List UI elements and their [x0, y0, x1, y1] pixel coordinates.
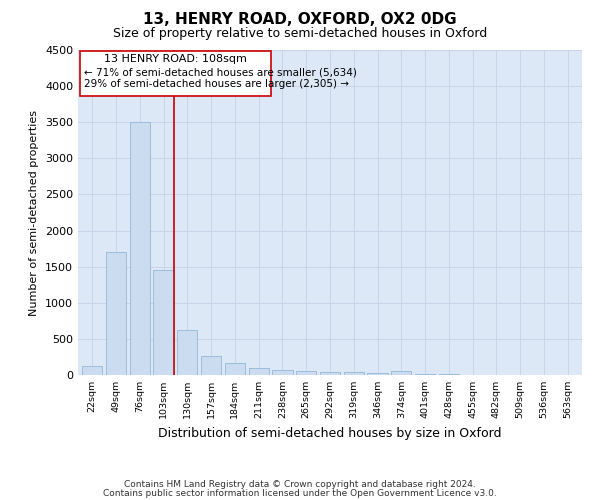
Bar — [106, 252, 126, 375]
Bar — [296, 371, 316, 375]
Text: 29% of semi-detached houses are larger (2,305) →: 29% of semi-detached houses are larger (… — [84, 79, 349, 89]
Bar — [248, 368, 269, 375]
Bar — [201, 356, 221, 375]
Bar — [154, 270, 173, 375]
Bar — [415, 374, 435, 375]
Text: 13, HENRY ROAD, OXFORD, OX2 0DG: 13, HENRY ROAD, OXFORD, OX2 0DG — [143, 12, 457, 28]
Bar — [439, 374, 459, 375]
Bar — [177, 330, 197, 375]
FancyBboxPatch shape — [80, 50, 271, 96]
Text: 13 HENRY ROAD: 108sqm: 13 HENRY ROAD: 108sqm — [104, 54, 247, 64]
X-axis label: Distribution of semi-detached houses by size in Oxford: Distribution of semi-detached houses by … — [158, 426, 502, 440]
Bar — [272, 370, 293, 375]
Text: Contains HM Land Registry data © Crown copyright and database right 2024.: Contains HM Land Registry data © Crown c… — [124, 480, 476, 489]
Bar — [320, 372, 340, 375]
Text: ← 71% of semi-detached houses are smaller (5,634): ← 71% of semi-detached houses are smalle… — [84, 68, 357, 78]
Bar — [130, 122, 150, 375]
Text: Size of property relative to semi-detached houses in Oxford: Size of property relative to semi-detach… — [113, 28, 487, 40]
Bar — [391, 372, 412, 375]
Text: Contains public sector information licensed under the Open Government Licence v3: Contains public sector information licen… — [103, 488, 497, 498]
Bar — [344, 372, 364, 375]
Y-axis label: Number of semi-detached properties: Number of semi-detached properties — [29, 110, 40, 316]
Bar — [367, 373, 388, 375]
Bar — [225, 364, 245, 375]
Bar — [82, 366, 103, 375]
